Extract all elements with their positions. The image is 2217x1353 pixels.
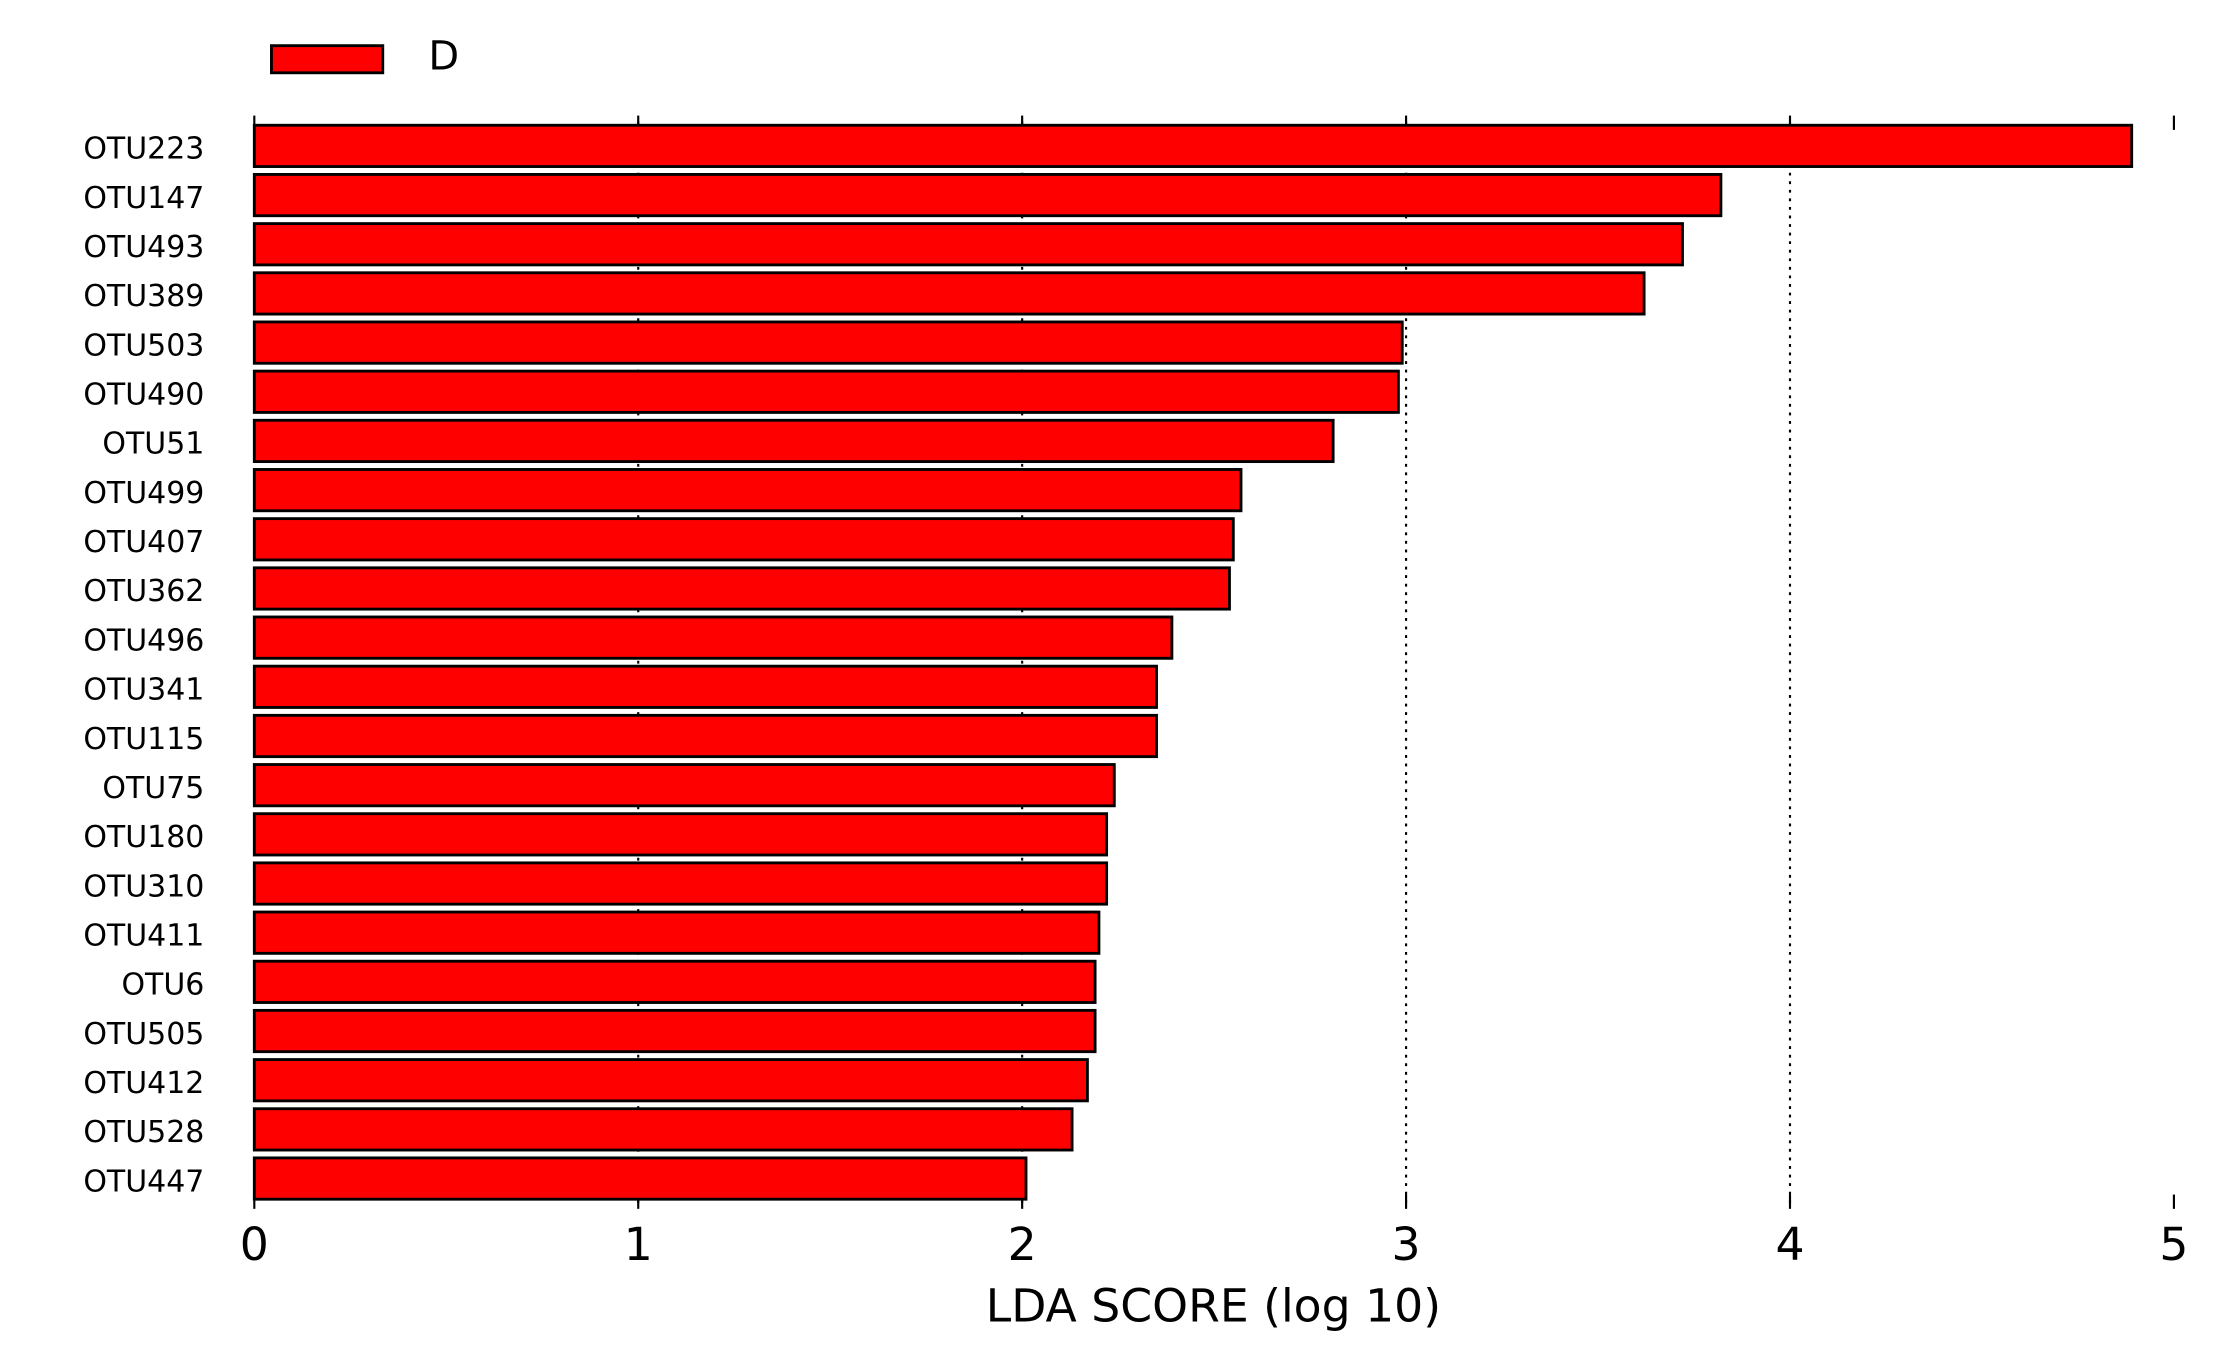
y-tick-label: OTU6: [121, 968, 204, 1003]
y-tick-label: OTU411: [83, 918, 204, 953]
y-tick-label: OTU180: [83, 820, 204, 855]
bar: [252, 320, 1404, 365]
y-tick-label: OTU496: [83, 623, 204, 658]
bar: [252, 910, 1101, 955]
bar: [252, 1058, 1089, 1103]
bar: [252, 418, 1335, 464]
x-tick-label: 2: [1008, 1218, 1037, 1271]
bar: [252, 468, 1243, 513]
bar: [252, 861, 1109, 906]
y-tick-label: OTU505: [83, 1017, 204, 1052]
bar: [252, 664, 1158, 709]
bar: [252, 123, 2134, 168]
bar: [252, 763, 1116, 808]
bar: [252, 812, 1109, 857]
bar: [252, 222, 1684, 267]
x-tick-label: 4: [1775, 1218, 1804, 1271]
y-tick-label: OTU115: [83, 722, 204, 757]
bar: [252, 1107, 1074, 1152]
bar: [252, 713, 1158, 759]
legend-label: D: [428, 34, 459, 80]
y-tick-label: OTU528: [83, 1115, 204, 1150]
bar: [252, 172, 1723, 218]
bar: [252, 271, 1646, 316]
y-tick-label: OTU223: [83, 132, 204, 167]
y-tick-label: OTU75: [102, 771, 204, 806]
y-tick-label: OTU147: [83, 181, 204, 216]
bar: [252, 369, 1400, 414]
y-tick-label: OTU407: [83, 525, 204, 560]
legend-swatch: [270, 44, 385, 75]
y-tick-label: OTU493: [83, 230, 204, 265]
x-tick-label: 1: [624, 1218, 653, 1271]
y-tick-label: OTU447: [83, 1164, 204, 1199]
y-tick-label: OTU362: [83, 574, 204, 609]
y-tick-label: OTU490: [83, 378, 204, 413]
x-tick-label: 5: [2159, 1218, 2188, 1271]
bar: [252, 1008, 1097, 1054]
x-tick-label: 3: [1392, 1218, 1421, 1271]
y-tick-label: OTU389: [83, 279, 204, 314]
bar: [252, 959, 1097, 1004]
y-tick-label: OTU499: [83, 476, 204, 511]
y-tick-label: OTU51: [102, 427, 204, 462]
bar: [252, 615, 1174, 660]
y-tick-label: OTU341: [83, 673, 204, 708]
y-tick-label: OTU503: [83, 328, 204, 363]
y-tick-label: OTU310: [83, 869, 204, 904]
y-tick-label: OTU412: [83, 1066, 204, 1101]
x-tick-label: 0: [240, 1218, 269, 1271]
bar: [252, 566, 1231, 611]
x-axis-label: LDA SCORE (log 10): [986, 1279, 1441, 1332]
bar: [252, 517, 1235, 562]
bar: [252, 1156, 1028, 1201]
